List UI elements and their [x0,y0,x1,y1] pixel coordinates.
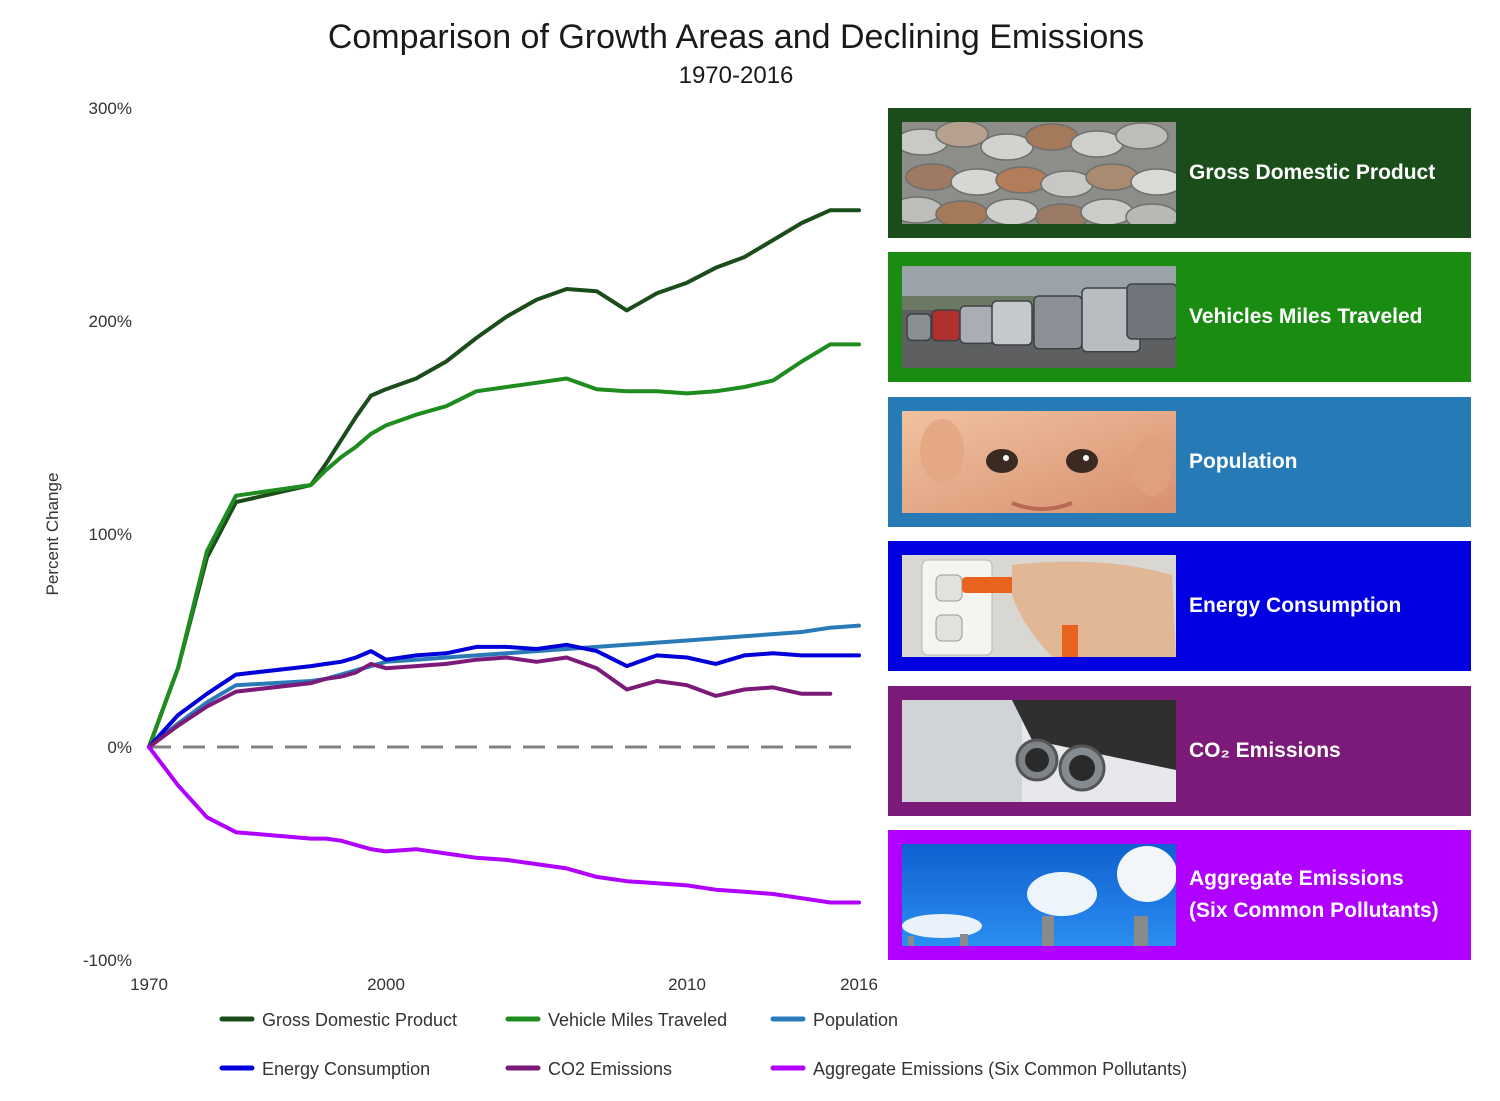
coins-photo [902,122,1176,224]
legend-label: Aggregate Emissions (Six Common Pollutan… [813,1059,1187,1079]
y-tick-label: 200% [89,312,132,331]
y-tick-label: 300% [89,99,132,118]
series-line-energy-consumption [147,642,861,749]
traffic-photo [902,266,1176,368]
series-line-population [147,623,861,749]
panel-plug: Energy Consumption [888,541,1471,671]
x-tick-label: 2010 [668,975,706,994]
panel-label: CO₂ Emissions [1189,739,1341,762]
series-line-co2-emissions [147,655,833,749]
series-line-vehicle-miles-traveled [147,342,861,749]
panel-coins: Gross Domestic Product [888,108,1471,238]
y-axis-title: Percent Change [43,473,62,596]
series-line-aggregate-emissions-six-common-pollutants [147,745,861,905]
x-tick-label: 2000 [367,975,405,994]
series-line-gross-domestic-product [147,208,861,749]
panel-label: Energy Consumption [1189,594,1402,617]
panel-baby: Population [888,397,1471,527]
y-tick-label: -100% [83,951,132,970]
chart-title: Comparison of Growth Areas and Declining… [327,18,1145,56]
legend-label: Vehicle Miles Traveled [548,1010,727,1030]
panel-label: Gross Domestic Product [1189,161,1436,184]
panel-label: Vehicles Miles Traveled [1189,305,1423,328]
plug-photo [902,555,1176,657]
chart-subtitle: 1970-2016 [678,62,794,89]
y-tick-label: 100% [89,525,132,544]
smokestacks-photo [902,844,1176,946]
panel-smokestacks: Aggregate Emissions (Six Common Pollutant… [888,830,1471,960]
panel-label: Population [1189,450,1298,473]
panel-traffic: Vehicles Miles Traveled [888,252,1471,382]
legend-label: Energy Consumption [262,1059,430,1079]
x-tick-label: 1970 [130,975,168,994]
panel-exhaust: CO₂ Emissions [888,686,1471,816]
baby-photo [902,411,1176,513]
panel-label: Aggregate Emissions (Six Common Pollutant… [1189,867,1439,922]
x-tick-label: 2016 [840,975,878,994]
y-tick-label: 0% [107,738,132,757]
legend-label: Population [813,1010,898,1030]
legend-label: CO2 Emissions [548,1059,672,1079]
legend-label: Gross Domestic Product [262,1010,457,1030]
exhaust-photo [902,700,1176,802]
